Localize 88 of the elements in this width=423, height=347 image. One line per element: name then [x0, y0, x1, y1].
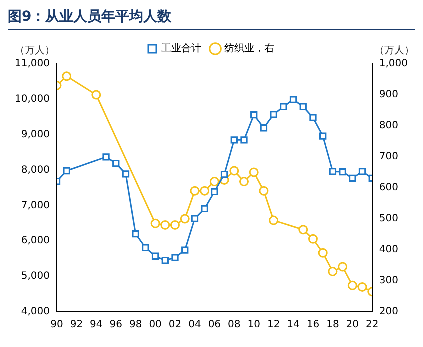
point [338, 262, 348, 272]
point [260, 124, 268, 132]
point [180, 214, 190, 224]
point [280, 103, 288, 110]
x-tick-label: 08 [228, 320, 241, 331]
y-tick-label: 5,000 [21, 271, 50, 282]
point [201, 205, 208, 212]
y-tick-label: 4,000 [21, 306, 50, 318]
point [328, 266, 338, 276]
x-tick-label: 98 [129, 320, 142, 331]
point [358, 168, 366, 176]
point [152, 252, 160, 260]
point [358, 282, 368, 292]
point [191, 215, 199, 222]
y-tick-label: 6,000 [21, 236, 50, 247]
point [318, 248, 328, 258]
point [132, 230, 140, 238]
x-tick-label: 00 [149, 320, 162, 331]
point [339, 168, 346, 176]
point [92, 90, 102, 100]
x-tick-label: 06 [208, 320, 222, 331]
y2-tick-label: 1,000 [379, 58, 408, 70]
point [210, 177, 220, 187]
point [142, 244, 150, 252]
point [172, 254, 179, 262]
x-tick-label: 20 [346, 320, 360, 331]
point [200, 186, 210, 196]
y-tick-label: 9,000 [21, 129, 50, 140]
y2-tick-label: 800 [379, 120, 398, 132]
point [298, 225, 308, 235]
y2-tick-label: 400 [379, 244, 398, 256]
y2-tick-label: 300 [379, 276, 398, 287]
point [320, 132, 327, 140]
x-tick-label: 04 [188, 320, 202, 331]
point [259, 186, 269, 196]
point [62, 72, 72, 82]
x-tick-label: 14 [287, 320, 300, 331]
x-tick-label: 94 [90, 320, 103, 331]
point [190, 186, 200, 196]
point [182, 246, 189, 254]
point [310, 114, 317, 122]
point [270, 111, 278, 118]
y2-tick-label: 200 [379, 306, 398, 318]
point [240, 177, 249, 187]
point [240, 136, 248, 144]
point [230, 166, 240, 176]
x-tick-label: 22 [366, 320, 379, 331]
point [249, 168, 259, 178]
point [160, 220, 170, 230]
y-tick-label: 10,000 [14, 94, 50, 106]
x-tick-label: 92 [70, 320, 84, 331]
point [250, 111, 258, 119]
legend-label: 工业合计 [162, 42, 202, 55]
y2-tick-label: 900 [379, 90, 398, 101]
point [269, 216, 279, 226]
point [170, 220, 180, 230]
x-tick-label: 02 [168, 320, 182, 331]
point [122, 170, 130, 178]
y-axis-title: （万人） [14, 46, 55, 57]
y2-tick-label: 500 [379, 214, 398, 225]
chart-title: 图9：从业人员年平均人数 [8, 8, 415, 30]
point [220, 170, 228, 178]
point [162, 257, 169, 264]
point [211, 188, 218, 196]
x-tick-label: 96 [110, 320, 122, 331]
x-tick-label: 12 [267, 320, 280, 331]
point [308, 234, 318, 244]
point [348, 280, 358, 290]
y2-tick-label: 700 [379, 152, 398, 163]
point [102, 154, 110, 161]
point [63, 167, 70, 175]
point [112, 160, 120, 168]
x-tick-label: 10 [248, 320, 260, 331]
y-tick-label: 11,000 [14, 58, 50, 70]
point [300, 103, 307, 110]
point [230, 136, 238, 144]
point [349, 174, 356, 182]
y-tick-label: 7,000 [21, 200, 50, 212]
x-tick-label: 18 [326, 320, 340, 331]
y2-tick-label: 600 [379, 182, 398, 194]
point [290, 96, 298, 104]
point [329, 168, 337, 176]
x-tick-label: 16 [306, 320, 320, 331]
x-tick-label: 90 [50, 320, 64, 331]
point [150, 218, 160, 228]
y2-axis-title: （万人） [374, 46, 414, 57]
y-tick-label: 8,000 [21, 164, 50, 176]
legend-label: 纺织业，右 [224, 42, 274, 55]
